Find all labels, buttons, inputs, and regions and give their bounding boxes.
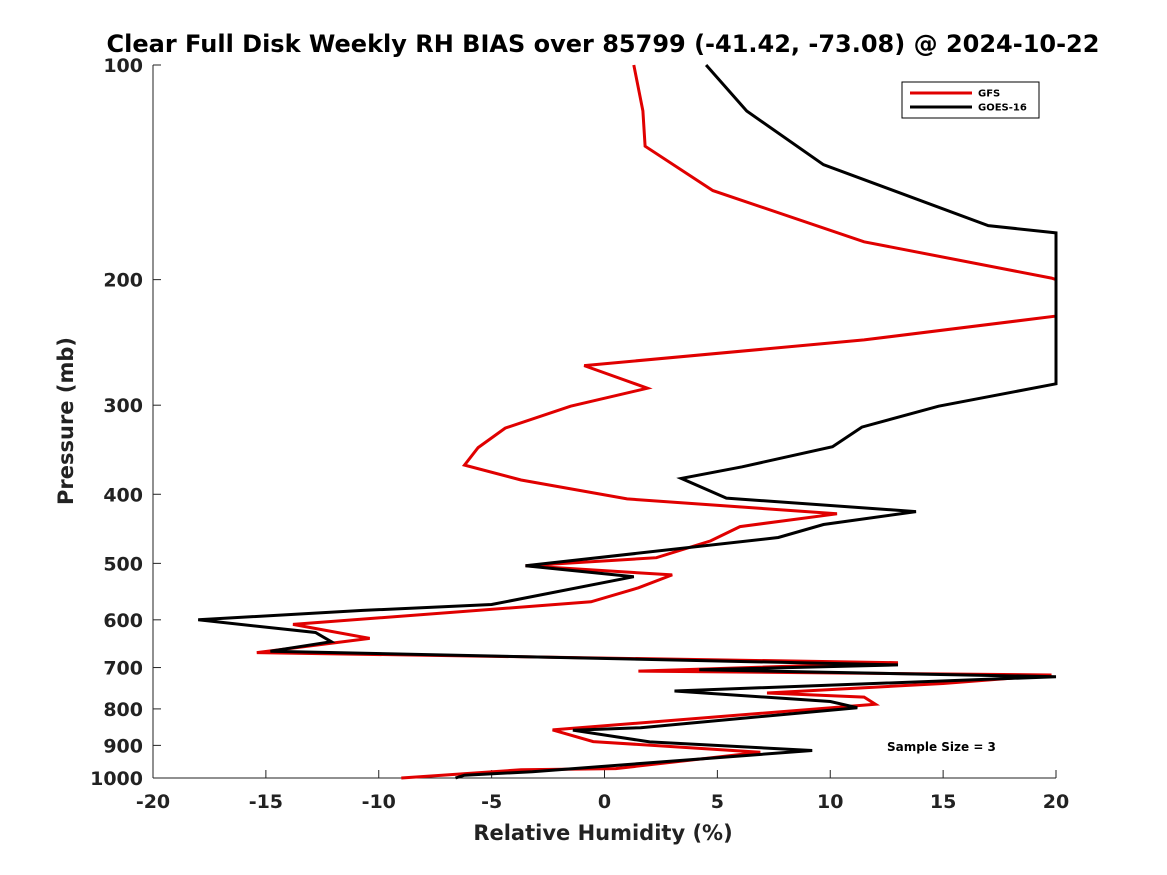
series-layer [198,64,1058,780]
x-tick-label: 20 [1043,791,1069,813]
y-tick-label: 200 [103,270,143,292]
legend: GFS GOES-16 [901,81,1040,119]
x-tick-label: 0 [598,791,611,813]
x-tick-label: -10 [362,791,396,813]
y-tick-label: 900 [103,735,143,757]
chart-title: Clear Full Disk Weekly RH BIAS over 8579… [107,30,1100,58]
y-tick-label: 500 [103,553,143,575]
y-tick-label: 800 [103,699,143,721]
y-tick-label: 300 [103,395,143,417]
x-tick-label: -15 [249,791,283,813]
y-tick-label: 600 [103,610,143,632]
x-axis-label: Relative Humidity (%) [473,821,732,845]
x-tick-label: 10 [817,791,843,813]
y-axis: 100 200 300 400 500 600 700 800 900 1000 [90,55,161,790]
y-tick-label: 100 [103,55,143,77]
y-tick-label: 700 [103,658,143,680]
x-tick-label: -20 [136,791,170,813]
x-tick-label: 5 [711,791,724,813]
x-tick-label: -5 [481,791,502,813]
legend-box [901,81,1040,119]
y-tick-label: 1000 [90,768,143,790]
y-axis-label: Pressure (mb) [54,337,78,505]
x-tick-label: 15 [930,791,956,813]
legend-label-goes16: GOES-16 [978,103,1027,114]
y-tick-label: 400 [103,484,143,506]
sample-size-annotation: Sample Size = 3 [887,740,996,754]
legend-label-gfs: GFS [978,89,1000,100]
series-line-goes-16 [198,64,1058,780]
x-axis: -20 -15 -10 -5 0 5 10 15 20 [136,770,1069,813]
